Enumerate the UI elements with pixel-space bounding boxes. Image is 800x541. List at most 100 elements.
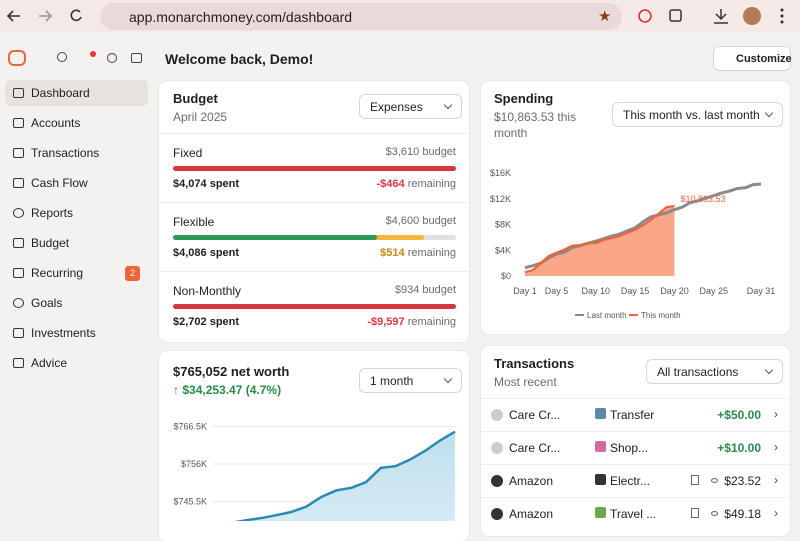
transactions-subtitle: Most recent — [494, 375, 557, 389]
filter-label: 1 month — [370, 373, 414, 388]
amount: +$50.00 — [717, 408, 761, 422]
budget-period: April 2025 — [173, 110, 228, 124]
nav-item[interactable]: Budget — [5, 230, 148, 256]
chevron: › — [774, 440, 778, 454]
category-icon — [595, 474, 606, 485]
group-name: Flexible — [173, 215, 215, 229]
nav-icon — [13, 148, 24, 158]
nav-item[interactable]: Investments — [5, 320, 148, 346]
nav-badge: 2 — [125, 266, 140, 281]
category-icon — [595, 408, 606, 419]
group-spent: $4,074 spent — [173, 178, 240, 190]
split-icon — [711, 478, 718, 483]
category: Transfer — [610, 408, 655, 422]
nav-item[interactable]: Goals — [5, 290, 148, 316]
filter-label: This month vs. last month — [623, 107, 760, 122]
transactions-title: Transactions — [494, 356, 575, 371]
search-icon[interactable] — [57, 52, 67, 62]
nav-icon — [13, 208, 24, 218]
filter-label: All transactions — [657, 364, 739, 379]
nav-icon — [13, 358, 24, 368]
merchant: Care Cr... — [509, 441, 561, 455]
net-worth-change: $34,253.47 (4.7%) — [182, 383, 282, 397]
spending-title: Spending — [494, 91, 554, 106]
nav-item[interactable]: Dashboard — [5, 80, 148, 106]
nav-icon — [13, 268, 24, 278]
remaining-amount: -$464 — [376, 178, 405, 190]
amount: $23.52 — [724, 474, 761, 488]
settings-icon[interactable] — [107, 53, 117, 63]
category: Electr... — [610, 474, 651, 488]
transaction-row[interactable]: Care Cr... Transfer +$50.00 › — [481, 398, 790, 431]
url: app.monarchmoney.com/dashboard — [129, 9, 353, 25]
transaction-row[interactable]: Amazon Electr... $23.52 › — [481, 464, 790, 497]
nav-item[interactable]: Accounts — [5, 110, 148, 136]
nav-label: Cash Flow — [31, 176, 88, 190]
budget-filter[interactable]: Expenses — [359, 94, 462, 119]
budget-bar — [173, 235, 377, 240]
url-bar[interactable]: app.monarchmoney.com/dashboard ★ — [100, 3, 622, 30]
category: Shop... — [610, 441, 649, 455]
note-icon — [691, 475, 699, 485]
nav-label: Reports — [31, 206, 74, 220]
transaction-row[interactable]: Amazon Travel ... $49.18 › — [481, 497, 790, 530]
remaining-amount: $514 — [380, 247, 405, 259]
sidebar-toggle[interactable] — [131, 53, 142, 63]
transaction-row[interactable]: Care Cr... Shop... +$10.00 › — [481, 431, 790, 464]
net-worth-filter[interactable]: 1 month — [359, 368, 462, 393]
budget-bar — [173, 166, 456, 171]
transactions-filter[interactable]: All transactions — [646, 359, 783, 384]
merchant-logo — [491, 475, 503, 487]
merchant: Amazon — [509, 507, 554, 521]
category-icon — [595, 507, 606, 518]
merchant: Care Cr... — [509, 408, 561, 422]
remaining-amount: -$9,597 — [367, 316, 405, 328]
group-spent: $4,086 spent — [173, 247, 240, 259]
nav-label: Recurring — [31, 266, 84, 280]
merchant-logo — [491, 409, 503, 421]
chevron: › — [774, 407, 778, 421]
divider — [159, 133, 469, 134]
filter-label: Expenses — [370, 99, 423, 114]
note-icon — [691, 508, 699, 518]
budget-bar — [173, 304, 456, 309]
group-budget: $3,610 budget — [385, 146, 456, 158]
spending-filter[interactable]: This month vs. last month — [612, 102, 783, 127]
category: Travel ... — [610, 507, 657, 521]
bookmark-star[interactable]: ★ — [598, 8, 612, 25]
nav-icon — [13, 298, 24, 308]
nav-icon — [13, 88, 24, 98]
group-spent: $2,702 spent — [173, 316, 240, 328]
nav-label: Advice — [31, 356, 68, 370]
customize-button[interactable]: Customize — [713, 46, 792, 71]
budget-card — [159, 81, 469, 342]
nav-item[interactable]: Transactions — [5, 140, 148, 166]
nav-icon — [13, 238, 24, 248]
divider — [159, 202, 469, 203]
nav-label: Transactions — [31, 146, 100, 160]
customize-label: Customize — [736, 53, 792, 65]
page: app.monarchmoney.com/dashboard ★ Dashboa… — [0, 0, 800, 521]
remaining-label: remaining — [407, 247, 456, 259]
nav-label: Dashboard — [31, 86, 90, 100]
nav-icon — [13, 118, 24, 128]
merchant-logo — [491, 442, 503, 454]
nav-label: Goals — [31, 296, 63, 310]
nav-label: Investments — [31, 326, 96, 340]
remaining-label: remaining — [407, 316, 456, 328]
net-worth-title: $765,052 net worth — [173, 364, 290, 379]
nav-item[interactable]: Reports — [5, 200, 148, 226]
nav-item[interactable]: Cash Flow — [5, 170, 148, 196]
nav-item[interactable]: Advice — [5, 350, 148, 376]
nav-label: Budget — [31, 236, 70, 250]
nav-item[interactable]: Recurring 2 — [5, 260, 148, 286]
divider — [159, 271, 469, 272]
browser-icons — [6, 7, 784, 25]
group-budget: $934 budget — [394, 284, 456, 296]
budget-title: Budget — [173, 91, 218, 106]
amount: $49.18 — [724, 507, 761, 521]
nav-icon — [13, 178, 24, 188]
group-name: Non-Monthly — [173, 284, 242, 298]
browser-bar: app.monarchmoney.com/dashboard ★ — [0, 0, 800, 33]
category-icon — [595, 441, 606, 452]
